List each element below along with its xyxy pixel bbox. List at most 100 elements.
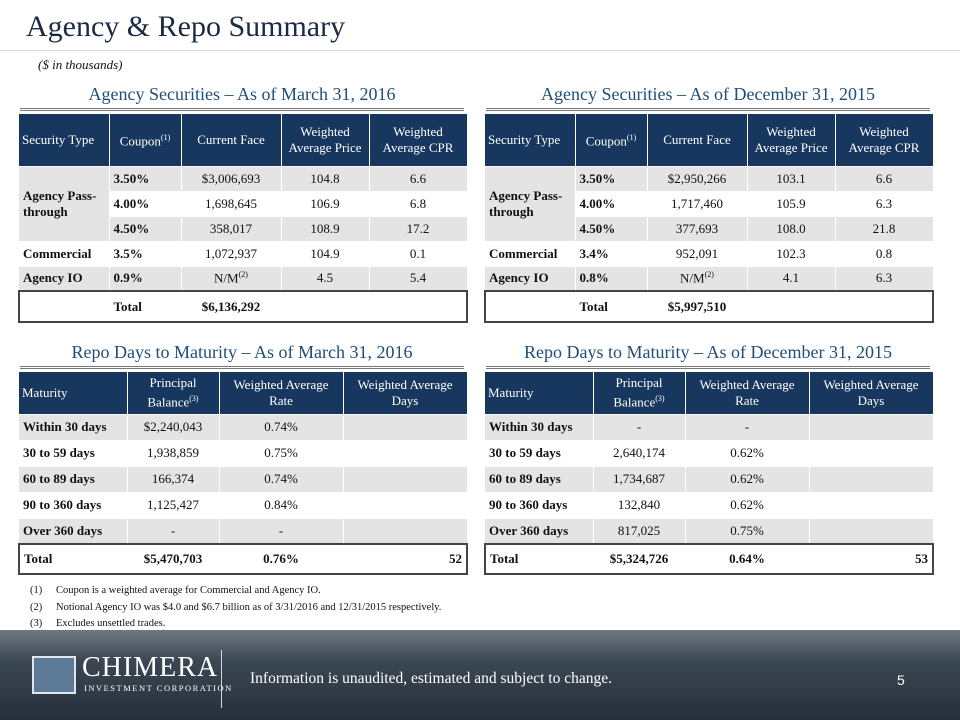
- logo-icon: [32, 656, 76, 694]
- cell: [281, 290, 370, 323]
- footnote-text: Excludes unsettled trades.: [56, 618, 166, 629]
- data-row: 4.50% 377,693 108.0 21.8: [485, 215, 934, 241]
- cell: 166,374: [127, 465, 220, 492]
- column-header: Security Type: [19, 114, 110, 166]
- cell: 1,938,859: [127, 439, 220, 466]
- total-value: $6,136,292: [181, 290, 282, 323]
- row-label: Agency Pass-through: [485, 165, 576, 241]
- cell: [809, 465, 934, 492]
- header-row: Maturity Principal Balance(3) Weighted Ave…: [19, 372, 468, 414]
- cell-text: N/M: [214, 270, 239, 286]
- cell: [809, 413, 934, 440]
- footer-band: [0, 630, 960, 720]
- total-cell: 0.64%: [685, 543, 810, 575]
- superscript: (2): [704, 270, 714, 280]
- data-row: 60 to 89 days 166,374 0.74%: [19, 465, 468, 492]
- total-cell: Total: [18, 543, 128, 575]
- total-row: Total $6,136,292: [18, 290, 468, 323]
- cell-text: Coupon: [585, 133, 627, 149]
- column-header: Weighted Average Price: [747, 114, 836, 166]
- cell: 104.8: [281, 165, 370, 191]
- cell: [343, 413, 468, 440]
- cell: 6.6: [835, 165, 934, 191]
- cell: 4.5: [281, 265, 370, 291]
- cell: [809, 517, 934, 544]
- table: Maturity Principal Balance(3) Weighted Ave…: [484, 372, 934, 575]
- footnote-marker: (3): [30, 618, 43, 629]
- row-label: Commercial: [19, 240, 110, 266]
- cell: 4.00%: [575, 190, 648, 216]
- column-header: Weighted Average Price: [281, 114, 370, 166]
- footnote-marker: (2): [30, 601, 43, 613]
- cell: 1,717,460: [647, 190, 748, 216]
- cell: 60 to 89 days: [485, 465, 594, 492]
- cell: 0.75%: [219, 439, 344, 466]
- title: Agency & Repo Summary: [26, 10, 346, 43]
- cell: 0.62%: [685, 439, 810, 466]
- cell: 6.6: [369, 165, 468, 191]
- row-label: Agency IO: [485, 265, 576, 291]
- cell: [369, 290, 468, 323]
- cell: Over 360 days: [485, 517, 594, 544]
- cell: 0.84%: [219, 491, 344, 518]
- cell: 0.74%: [219, 465, 344, 492]
- cell: 0.8%: [575, 265, 648, 291]
- data-row: Commercial 3.4% 952,091 102.3 0.8: [485, 240, 934, 266]
- cell: -: [127, 517, 220, 544]
- cell: $3,006,693: [181, 165, 282, 191]
- cell: [343, 517, 468, 544]
- cell: 104.9: [281, 240, 370, 266]
- cell: [343, 465, 468, 492]
- cell: 4.1: [747, 265, 836, 291]
- cell: $2,950,266: [647, 165, 748, 191]
- total-cell: 0.76%: [219, 543, 344, 575]
- total-label: Total: [109, 290, 182, 323]
- cell-text: N/M: [680, 270, 705, 286]
- column-header: Coupon(1): [575, 114, 648, 166]
- cell: 0.74%: [219, 413, 344, 440]
- data-row: Agency Pass-through 3.50% $2,950,266 103.1 6…: [485, 165, 934, 241]
- cell: [809, 439, 934, 466]
- cell: [484, 290, 576, 323]
- cell-text: Principal Balance: [613, 375, 663, 410]
- data-row: Within 30 days $2,240,043 0.74%: [19, 413, 468, 440]
- cell: 952,091: [647, 240, 748, 266]
- header-row: Security Type Coupon(1) Current Face Weight…: [485, 114, 934, 166]
- footnotes: (1) Coupon is a weighted average for Comm…: [30, 583, 441, 633]
- cell: 0.1: [369, 240, 468, 266]
- cell: 6.3: [835, 190, 934, 216]
- data-row: 60 to 89 days 1,734,687 0.62%: [485, 465, 934, 492]
- cell: 3.4%: [575, 240, 648, 266]
- cell: 108.9: [281, 215, 370, 241]
- table: Security Type Coupon(1) Current Face Weight…: [18, 114, 468, 323]
- column-header: Weighted Average Rate: [219, 372, 344, 414]
- cell: 3.50%: [575, 165, 648, 191]
- cell: 106.9: [281, 190, 370, 216]
- data-row: 30 to 59 days 1,938,859 0.75%: [19, 439, 468, 466]
- footnote-text: Notional Agency IO was $4.0 and $6.7 bil…: [56, 601, 442, 613]
- cell-text: Coupon: [119, 133, 161, 149]
- company-subname: INVESTMENT CORPORATION: [84, 683, 233, 693]
- column-header: Maturity: [485, 372, 594, 414]
- subtitle: ($ in thousands): [38, 57, 123, 72]
- column-header: Current Face: [647, 114, 748, 166]
- column-header: Weighted Average CPR: [369, 114, 468, 166]
- divider: [221, 650, 222, 708]
- footnote: (1) Coupon is a weighted average for Comm…: [30, 583, 441, 600]
- cell: 30 to 59 days: [19, 439, 128, 466]
- title-rule: [0, 50, 960, 51]
- cell: 358,017: [181, 215, 282, 241]
- cell: N/M(2): [647, 265, 748, 291]
- data-row: 90 to 360 days 132,840 0.62%: [485, 491, 934, 518]
- data-row: Agency IO 0.9% N/M(2) 4.5 5.4: [19, 265, 468, 291]
- table: Security Type Coupon(1) Current Face Weight…: [484, 114, 934, 323]
- cell: 105.9: [747, 190, 836, 216]
- footnote: (3) Excludes unsettled trades.: [30, 616, 441, 633]
- cell: 90 to 360 days: [19, 491, 128, 518]
- total-row: Total $5,470,703 0.76% 52: [18, 543, 468, 575]
- total-label: Total: [575, 290, 648, 323]
- column-header: Current Face: [181, 114, 282, 166]
- section-heading: Repo Days to Maturity – As of March 31, …: [20, 342, 464, 369]
- disclaimer: Information is unaudited, estimated and …: [250, 670, 612, 687]
